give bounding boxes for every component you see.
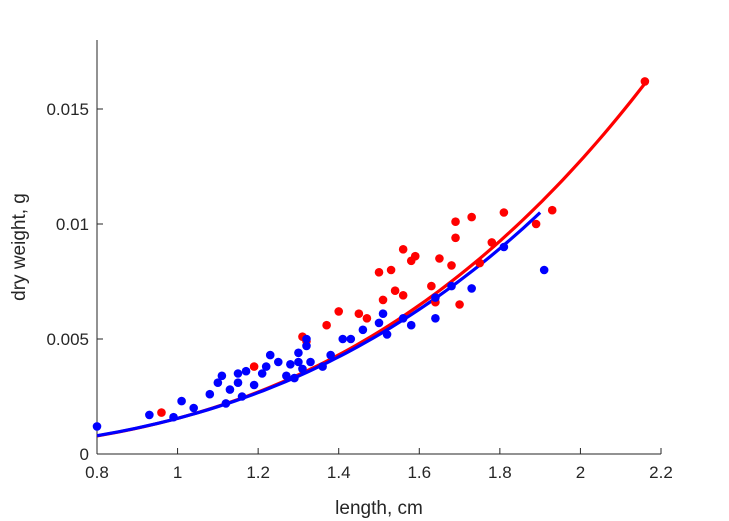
data-point-series-2: [286, 360, 295, 369]
data-point-series-2: [225, 385, 235, 394]
data-point-series-1: [487, 238, 497, 247]
y-tick-label: 0.01: [56, 215, 89, 234]
data-point-series-1: [378, 295, 388, 305]
data-point-series-2: [282, 371, 291, 381]
data-point-series-2: [326, 350, 335, 360]
y-axis-title: dry weight, g: [9, 193, 30, 301]
data-point-series-1: [386, 265, 396, 275]
data-point-series-2: [237, 392, 247, 401]
data-point-series-2: [358, 325, 368, 335]
data-point-series-2: [92, 422, 102, 431]
data-point-series-2: [374, 318, 384, 328]
data-point-series-1: [398, 245, 408, 254]
data-point-series-2: [318, 362, 327, 371]
x-tick-label: 1.6: [407, 463, 431, 482]
data-point-series-2: [233, 369, 243, 378]
fit-curve-series-1: [96, 82, 647, 438]
x-tick-label: 1.4: [327, 463, 351, 482]
data-point-series-2: [265, 350, 275, 360]
data-point-series-2: [233, 378, 243, 388]
y-tick-label: 0.015: [46, 100, 89, 119]
data-point-series-1: [640, 77, 650, 86]
data-point-series-1: [334, 307, 344, 316]
x-axis-title: length, cm: [335, 498, 423, 519]
data-point-series-2: [338, 334, 348, 344]
x-tick-label: 1.8: [488, 463, 512, 482]
y-tick-label: 0.005: [46, 330, 89, 349]
data-point-series-1: [531, 219, 541, 229]
data-point-series-2: [346, 334, 356, 344]
fit-curves: [96, 82, 647, 438]
data-point-series-1: [398, 291, 408, 300]
fit-curve-series-2: [96, 211, 542, 438]
data-point-series-2: [467, 284, 476, 293]
x-tick-label: 1.2: [246, 463, 270, 482]
data-point-series-2: [177, 396, 186, 406]
data-point-series-2: [398, 314, 408, 323]
data-point-series-1: [390, 286, 400, 296]
data-point-series-1: [354, 309, 364, 319]
data-point-series-2: [241, 366, 251, 376]
data-point-series-2: [257, 369, 267, 378]
data-point-series-2: [273, 357, 283, 367]
data-point-series-1: [547, 205, 557, 215]
data-point-series-1: [467, 212, 476, 222]
data-point-series-1: [410, 251, 420, 261]
data-point-series-1: [455, 300, 464, 309]
data-point-series-2: [499, 242, 509, 252]
data-point-series-1: [499, 208, 509, 217]
data-point-series-2: [406, 320, 416, 330]
x-tick-label: 1: [173, 463, 182, 482]
data-point-series-2: [213, 378, 223, 388]
data-point-series-1: [451, 233, 460, 243]
x-tick-label: 2.2: [649, 463, 673, 482]
data-point-series-2: [169, 412, 178, 422]
data-point-series-1: [475, 258, 485, 268]
data-point-series-2: [189, 403, 198, 413]
data-point-series-1: [435, 254, 444, 263]
data-point-series-2: [217, 371, 227, 381]
data-point-series-2: [447, 281, 456, 291]
data-point-series-1: [322, 320, 331, 330]
data-point-series-2: [290, 373, 299, 383]
data-point-series-1: [427, 281, 436, 291]
data-point-series-1: [249, 362, 259, 371]
data-point-series-1: [362, 314, 372, 323]
data-point-series-2: [302, 341, 311, 351]
data-point-series-2: [294, 357, 303, 367]
data-point-series-2: [221, 399, 231, 408]
data-point-series-2: [306, 357, 315, 367]
data-point-series-2: [539, 265, 549, 275]
data-point-series-2: [261, 362, 271, 371]
data-point-series-2: [249, 380, 259, 390]
data-point-series-2: [382, 330, 392, 339]
data-point-series-2: [294, 348, 303, 358]
data-point-series-2: [431, 314, 440, 323]
axes: 0.8 1 1.2 1.4 1.6 1.8 2 2.2 0 0.005 0.01 0.015: [46, 40, 673, 482]
data-point-series-1: [451, 217, 460, 226]
data-point-series-2: [298, 364, 307, 374]
data-point-series-2: [378, 309, 388, 319]
data-point-series-1: [447, 261, 456, 270]
x-tick-label: 2: [576, 463, 585, 482]
data-point-series-2: [302, 334, 311, 344]
x-tick-label: 0.8: [85, 463, 109, 482]
data-point-series-2: [431, 293, 440, 302]
y-tick-label: 0: [80, 445, 89, 464]
data-point-series-2: [145, 410, 154, 420]
scatter-points: [92, 77, 650, 431]
data-point-series-2: [205, 389, 215, 399]
data-point-series-1: [374, 268, 384, 277]
data-point-series-1: [157, 408, 166, 417]
